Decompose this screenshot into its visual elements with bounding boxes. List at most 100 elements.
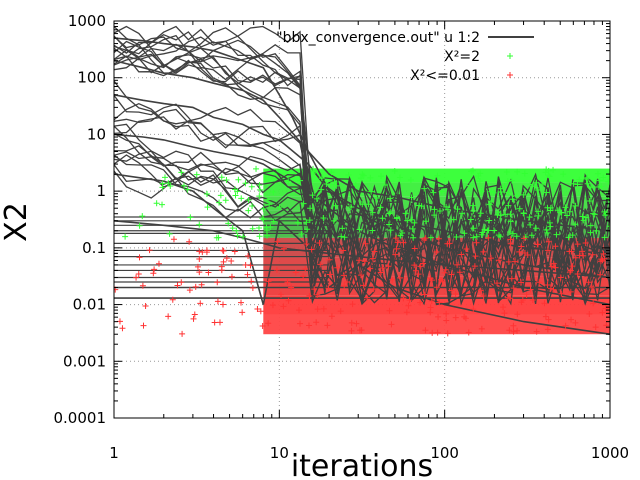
data-point-marker — [433, 249, 440, 256]
data-point-marker — [452, 314, 459, 321]
data-point-marker — [562, 322, 569, 329]
data-point-marker — [521, 250, 528, 257]
data-point-marker — [273, 266, 280, 273]
data-point-marker — [568, 316, 575, 323]
data-point-marker — [146, 247, 153, 254]
data-point-marker — [216, 319, 223, 326]
data-point-marker — [378, 173, 385, 180]
data-point-marker — [579, 213, 586, 220]
data-point-marker — [480, 248, 487, 255]
data-point-marker — [435, 235, 442, 242]
data-point-marker — [254, 305, 261, 312]
data-point-marker — [507, 295, 514, 302]
data-point-marker — [518, 279, 525, 286]
data-point-marker — [256, 186, 263, 193]
data-point-marker — [388, 321, 395, 328]
data-point-marker — [274, 238, 281, 245]
data-point-marker — [402, 210, 409, 217]
data-point-marker — [297, 177, 304, 184]
data-point-marker — [411, 245, 418, 252]
data-point-marker — [340, 272, 347, 279]
series-line — [114, 164, 610, 306]
data-point-marker — [597, 271, 604, 278]
data-point-marker — [542, 313, 549, 320]
data-point-marker — [260, 216, 267, 223]
legend-label: X²=2 — [444, 49, 480, 65]
data-point-marker — [142, 303, 149, 310]
data-point-marker — [339, 225, 346, 232]
data-point-marker — [570, 180, 577, 187]
data-point-marker — [248, 183, 255, 190]
x-tick-label: 100 — [430, 444, 459, 462]
data-point-marker — [594, 170, 601, 177]
data-point-marker — [174, 282, 181, 289]
data-point-marker — [316, 240, 323, 247]
data-point-marker — [511, 258, 518, 265]
data-point-marker — [514, 311, 521, 318]
data-point-marker — [303, 219, 310, 226]
data-point-marker — [484, 227, 491, 234]
data-point-marker — [204, 204, 211, 211]
data-point-marker — [494, 212, 501, 219]
data-point-marker — [495, 232, 502, 239]
data-point-marker — [589, 251, 596, 258]
data-point-marker — [328, 313, 335, 320]
data-point-marker — [513, 233, 520, 240]
data-point-marker — [284, 279, 291, 286]
data-point-marker — [307, 205, 314, 212]
data-point-marker — [259, 322, 266, 329]
data-point-marker — [264, 196, 271, 203]
data-point-marker — [508, 177, 515, 184]
data-point-marker — [488, 198, 495, 205]
data-point-marker — [553, 231, 560, 238]
data-point-marker — [387, 195, 394, 202]
data-point-marker — [508, 275, 515, 282]
data-point-marker — [465, 329, 472, 336]
series-line — [114, 108, 610, 304]
data-point-marker — [436, 299, 443, 306]
data-point-marker — [318, 175, 325, 182]
data-point-marker — [501, 183, 508, 190]
data-point-marker — [345, 171, 352, 178]
data-point-marker — [135, 271, 142, 278]
data-point-marker — [186, 287, 193, 294]
data-point-marker — [364, 294, 371, 301]
data-point-marker — [504, 178, 511, 185]
data-point-marker — [574, 181, 581, 188]
data-point-marker — [253, 165, 260, 172]
data-point-marker — [516, 248, 523, 255]
data-point-marker — [529, 296, 536, 303]
data-point-marker — [245, 207, 252, 214]
data-point-marker — [443, 317, 450, 324]
data-point-marker — [216, 199, 223, 206]
data-point-marker — [545, 238, 552, 245]
data-point-marker — [379, 215, 386, 222]
data-point-marker — [410, 234, 417, 241]
data-point-marker — [438, 276, 445, 283]
data-point-marker — [452, 291, 459, 298]
data-point-marker — [552, 243, 559, 250]
data-point-marker — [196, 255, 203, 262]
data-point-marker — [213, 234, 220, 241]
data-point-marker — [332, 202, 339, 209]
data-point-marker — [317, 261, 324, 268]
data-point-marker — [491, 227, 498, 234]
data-point-marker — [520, 191, 527, 198]
data-point-marker — [153, 200, 160, 207]
data-point-marker — [232, 192, 239, 199]
data-point-marker — [136, 254, 143, 261]
data-point-marker — [249, 203, 256, 210]
data-point-marker — [557, 274, 564, 281]
data-point-marker — [505, 202, 512, 209]
data-point-marker — [521, 170, 528, 177]
data-point-marker — [180, 182, 187, 189]
data-point-marker — [481, 226, 488, 233]
data-point-marker — [314, 291, 321, 298]
data-point-marker — [441, 269, 448, 276]
data-point-marker — [444, 206, 451, 213]
y-tick-label: 0.001 — [63, 352, 106, 370]
data-point-marker — [436, 208, 443, 215]
data-point-marker — [403, 309, 410, 316]
data-point-marker — [238, 195, 245, 202]
